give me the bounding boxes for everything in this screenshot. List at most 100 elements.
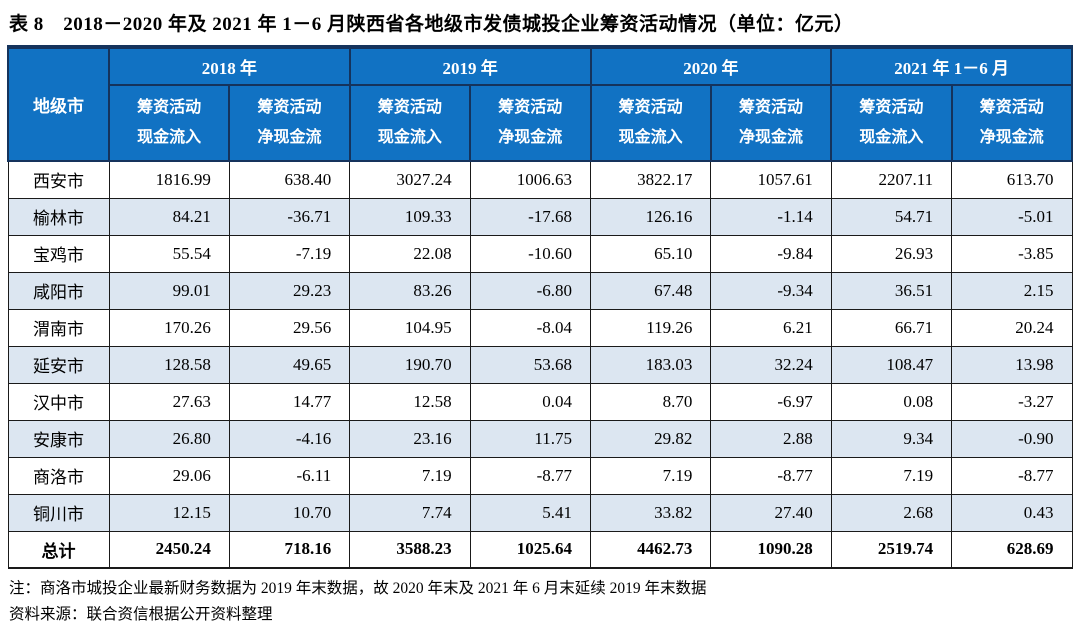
table-row: 铜川市 12.15 10.70 7.74 5.41 33.82 27.40 2.68 0.43 [7, 493, 1073, 532]
value-cell: 128.58 [108, 345, 230, 384]
corner-header-cell: 地级市 [7, 46, 110, 162]
table-row: 宝鸡市 55.54 -7.19 22.08 -10.60 65.10 -9.84 26.93-… [7, 234, 1073, 273]
city-cell: 渭南市 [7, 308, 110, 347]
subheader-cell: 筹资活动 净现金流 [950, 84, 1074, 162]
value-cell: -8.77 [710, 456, 832, 495]
city-cell: 延安市 [7, 345, 110, 384]
city-cell: 咸阳市 [7, 271, 110, 310]
subheader-cell: 筹资活动 现金流入 [107, 84, 231, 162]
value-cell: -9.34 [710, 271, 832, 310]
value-cell: 7.19 [589, 456, 712, 495]
value-cell: 54.71 [830, 197, 953, 236]
source-line: 资料来源：联合资信根据公开资料整理 [9, 606, 273, 623]
value-cell: 22.08 [349, 234, 471, 273]
year-group-2020: 2020 年 [589, 46, 833, 86]
value-cell: 83.26 [349, 271, 471, 310]
year-group-2021h1: 2021 年 1－6 月 [830, 46, 1073, 86]
value-cell: 29.23 [228, 271, 351, 310]
value-cell: -6.11 [228, 456, 351, 495]
value-cell: 26.80 [108, 419, 230, 458]
value-cell: -9.84 [710, 234, 832, 273]
value-cell: 170.26 [108, 308, 230, 347]
subheader-cell: 筹资活动 现金流入 [348, 84, 472, 162]
city-cell: 宝鸡市 [7, 234, 110, 273]
value-cell: 638.40 [228, 160, 351, 199]
table-row: 安康市 26.80 -4.16 23.16 11.75 29.82 2.88 9.34 -0.9… [7, 419, 1073, 458]
value-cell: 7.74 [349, 493, 471, 532]
value-cell: 109.33 [349, 197, 471, 236]
value-cell: 27.40 [710, 493, 832, 532]
value-cell: -8.04 [469, 308, 592, 347]
value-cell: 67.48 [589, 271, 712, 310]
value-cell: -6.97 [710, 382, 832, 421]
value-cell: -3.85 [951, 234, 1073, 273]
value-cell: 13.98 [951, 345, 1073, 384]
table-notes: 注：商洛市城投企业最新财务数据为 2019 年末数据，故 2020 年末及 20… [7, 569, 1073, 628]
value-cell: -8.77 [951, 456, 1073, 495]
page-title: 表 8 2018－2020 年及 2021 年 1－6 月陕西省各地级市发债城投… [9, 14, 854, 35]
note-line: 注：商洛市城投企业最新财务数据为 2019 年末数据，故 2020 年末及 20… [9, 580, 707, 597]
value-cell: 0.08 [830, 382, 953, 421]
subheader-cell: 筹资活动 净现金流 [228, 84, 351, 162]
value-cell: 3027.24 [349, 160, 471, 199]
table-body: 西安市 1816.99 638.40 3027.24 1006.63 3822.17 105… [7, 160, 1073, 569]
value-cell: 2519.74 [830, 530, 953, 569]
value-cell: 3822.17 [589, 160, 712, 199]
value-cell: 2.88 [710, 419, 832, 458]
value-cell: 10.70 [228, 493, 351, 532]
value-cell: 9.34 [830, 419, 953, 458]
value-cell: 49.65 [228, 345, 351, 384]
value-cell: -5.01 [951, 197, 1073, 236]
value-cell: 66.71 [830, 308, 953, 347]
table-row: 咸阳市 99.01 29.23 83.26 -6.80 67.48 -9.34 36.51 2.… [7, 271, 1073, 310]
table-row: 汉中市 27.63 14.77 12.58 0.04 8.70 -6.97 0.08 -3.27 [7, 382, 1073, 421]
value-cell: 27.63 [108, 382, 230, 421]
value-cell: 104.95 [349, 308, 471, 347]
value-cell: 613.70 [951, 160, 1073, 199]
value-cell: 126.16 [589, 197, 712, 236]
value-cell: 0.04 [469, 382, 592, 421]
value-cell: 53.68 [469, 345, 592, 384]
value-cell: 29.56 [228, 308, 351, 347]
subheader-cell: 筹资活动 净现金流 [469, 84, 592, 162]
value-cell: -17.68 [469, 197, 592, 236]
value-cell: 119.26 [589, 308, 712, 347]
value-cell: 65.10 [589, 234, 712, 273]
value-cell: 84.21 [108, 197, 230, 236]
value-cell: 2.15 [951, 271, 1073, 310]
city-cell: 榆林市 [7, 197, 110, 236]
value-cell: 1057.61 [710, 160, 832, 199]
value-cell: 99.01 [108, 271, 230, 310]
year-group-2019: 2019 年 [348, 46, 592, 86]
value-cell: -0.90 [951, 419, 1073, 458]
city-cell: 总计 [7, 530, 110, 569]
value-cell: 12.58 [349, 382, 471, 421]
value-cell: 183.03 [589, 345, 712, 384]
city-cell: 安康市 [7, 419, 110, 458]
subheader-row: 筹资活动 现金流入 筹资活动 净现金流 筹资活动 现金流入 筹资活动 净现金流 筹资活动… [8, 84, 1074, 162]
value-cell: 1025.64 [469, 530, 592, 569]
value-cell: 5.41 [469, 493, 592, 532]
value-cell: 6.21 [710, 308, 832, 347]
value-cell: 11.75 [469, 419, 592, 458]
value-cell: 55.54 [108, 234, 230, 273]
value-cell: 29.06 [108, 456, 230, 495]
value-cell: 108.47 [830, 345, 953, 384]
value-cell: 36.51 [830, 271, 953, 310]
table-row: 延安市 128.58 49.65 190.70 53.68 183.03 32.24 108.… [7, 345, 1073, 384]
value-cell: 190.70 [349, 345, 471, 384]
value-cell: -8.77 [469, 456, 592, 495]
value-cell: 12.15 [108, 493, 230, 532]
subheader-cell: 筹资活动 现金流入 [830, 84, 953, 162]
value-cell: 8.70 [589, 382, 712, 421]
city-cell: 汉中市 [7, 382, 110, 421]
value-cell: 1006.63 [469, 160, 592, 199]
value-cell: -3.27 [951, 382, 1073, 421]
value-cell: 0.43 [951, 493, 1073, 532]
value-cell: 3588.23 [349, 530, 471, 569]
value-cell: 1816.99 [108, 160, 230, 199]
value-cell: 23.16 [349, 419, 471, 458]
table-row: 榆林市 84.21 -36.71 109.33 -17.68 126.16 -1.14 54.… [7, 197, 1073, 236]
total-row: 总计 2450.24 718.16 3588.23 1025.64 4462.73 1090… [7, 530, 1073, 569]
